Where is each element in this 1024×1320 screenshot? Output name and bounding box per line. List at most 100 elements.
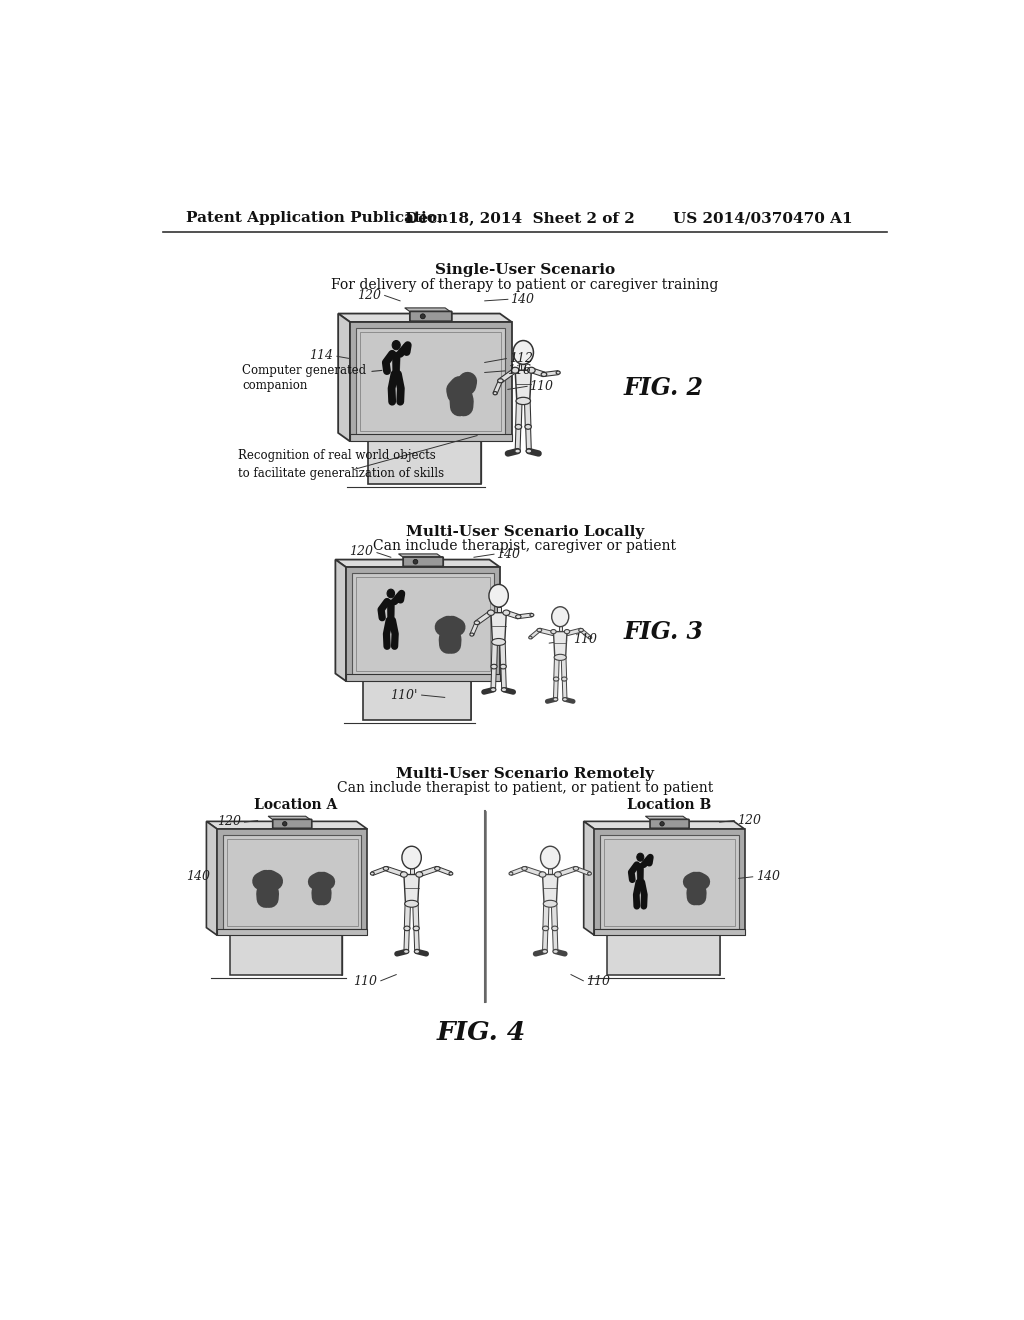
Polygon shape (561, 657, 566, 678)
Polygon shape (515, 426, 521, 451)
Polygon shape (414, 928, 419, 952)
Bar (350, 434, 512, 441)
FancyBboxPatch shape (410, 312, 452, 321)
Text: Patent Application Publication: Patent Application Publication (186, 211, 449, 226)
Text: 110: 110 (587, 975, 610, 989)
Ellipse shape (416, 871, 423, 878)
Ellipse shape (387, 589, 394, 598)
Ellipse shape (383, 866, 388, 870)
FancyBboxPatch shape (650, 820, 689, 829)
Text: 110': 110' (390, 689, 418, 702)
Polygon shape (475, 611, 493, 624)
Ellipse shape (541, 372, 547, 376)
Polygon shape (558, 626, 562, 631)
Polygon shape (494, 380, 503, 393)
Ellipse shape (637, 853, 644, 861)
Polygon shape (207, 821, 217, 936)
Text: US 2014/0370470 A1: US 2014/0370470 A1 (674, 211, 853, 226)
Polygon shape (566, 628, 582, 636)
Polygon shape (403, 874, 419, 904)
FancyBboxPatch shape (272, 820, 311, 829)
Ellipse shape (511, 367, 519, 374)
Text: 114: 114 (309, 348, 333, 362)
Ellipse shape (553, 949, 558, 953)
Ellipse shape (552, 607, 568, 627)
Ellipse shape (494, 392, 497, 395)
Polygon shape (499, 368, 516, 383)
Ellipse shape (502, 688, 507, 692)
Ellipse shape (544, 900, 557, 907)
Text: 110: 110 (353, 975, 377, 989)
Polygon shape (387, 599, 394, 620)
Text: 120: 120 (737, 814, 761, 828)
Polygon shape (645, 816, 688, 820)
Polygon shape (543, 874, 558, 904)
Text: Can include therapist to patient, or patient to patient: Can include therapist to patient, or pat… (337, 781, 713, 795)
Polygon shape (525, 426, 531, 451)
Ellipse shape (392, 341, 400, 350)
Polygon shape (385, 866, 404, 876)
Ellipse shape (283, 821, 287, 826)
Text: Dec. 18, 2014  Sheet 2 of 2: Dec. 18, 2014 Sheet 2 of 2 (406, 211, 635, 226)
Ellipse shape (474, 620, 479, 624)
Polygon shape (403, 928, 410, 952)
Ellipse shape (319, 874, 324, 878)
Polygon shape (265, 878, 269, 887)
Polygon shape (460, 385, 464, 395)
Ellipse shape (449, 873, 453, 875)
Text: FIG. 4: FIG. 4 (436, 1020, 525, 1045)
Ellipse shape (449, 618, 452, 622)
Bar (595, 829, 744, 936)
Text: Can include therapist, caregiver or patient: Can include therapist, caregiver or pati… (374, 539, 676, 553)
Text: Computer generated
companion: Computer generated companion (243, 364, 382, 392)
Ellipse shape (415, 949, 420, 953)
Ellipse shape (539, 871, 546, 878)
Polygon shape (575, 867, 590, 875)
Polygon shape (521, 364, 525, 370)
Polygon shape (348, 671, 471, 681)
Text: 140: 140 (497, 548, 520, 561)
Ellipse shape (553, 698, 558, 701)
Polygon shape (327, 925, 342, 975)
Polygon shape (372, 867, 387, 875)
Text: Multi-User Scenario Locally: Multi-User Scenario Locally (406, 525, 644, 539)
Polygon shape (694, 879, 698, 887)
Ellipse shape (542, 949, 548, 953)
Ellipse shape (490, 688, 496, 692)
Polygon shape (500, 642, 506, 667)
Ellipse shape (552, 927, 558, 931)
Polygon shape (544, 371, 558, 376)
Bar (346, 675, 500, 681)
Polygon shape (705, 925, 720, 975)
Polygon shape (413, 904, 419, 928)
Ellipse shape (488, 585, 508, 607)
Polygon shape (436, 867, 452, 875)
Ellipse shape (516, 615, 521, 619)
Bar (360, 333, 502, 432)
Bar (595, 929, 744, 936)
Polygon shape (580, 628, 591, 639)
Text: Location A: Location A (255, 799, 338, 812)
Text: Location B: Location B (628, 799, 712, 812)
Ellipse shape (541, 846, 560, 869)
Ellipse shape (413, 927, 419, 931)
Ellipse shape (513, 341, 534, 364)
Ellipse shape (695, 874, 698, 878)
Polygon shape (319, 879, 324, 887)
Text: 120: 120 (217, 814, 242, 828)
Polygon shape (543, 928, 548, 952)
Polygon shape (404, 308, 452, 312)
Polygon shape (543, 904, 549, 928)
Bar (223, 836, 361, 929)
Ellipse shape (659, 821, 665, 826)
Polygon shape (506, 611, 519, 619)
Polygon shape (456, 671, 471, 719)
Polygon shape (501, 667, 506, 690)
Polygon shape (553, 678, 558, 700)
Ellipse shape (579, 628, 584, 632)
Bar (600, 836, 738, 929)
Ellipse shape (554, 871, 561, 878)
Polygon shape (637, 863, 644, 882)
Polygon shape (551, 904, 557, 928)
Ellipse shape (564, 630, 569, 634)
